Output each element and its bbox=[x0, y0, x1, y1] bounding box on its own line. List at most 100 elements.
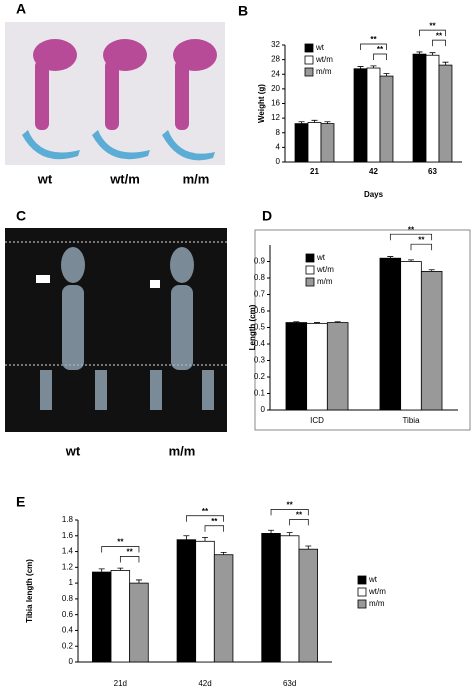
error-bar bbox=[286, 532, 293, 536]
significance-bracket bbox=[289, 519, 309, 526]
legend-label: wt bbox=[316, 253, 326, 262]
y-tick-label: 1.8 bbox=[62, 515, 74, 524]
legend-swatch bbox=[357, 599, 367, 609]
error-bar bbox=[442, 61, 449, 66]
panel-frame bbox=[254, 229, 471, 431]
bar bbox=[326, 322, 349, 411]
y-tick-label: 0 bbox=[261, 405, 266, 414]
y-tick-label: 0.4 bbox=[62, 626, 74, 635]
bar bbox=[353, 68, 368, 163]
error-bar bbox=[370, 65, 377, 69]
error-bar bbox=[305, 545, 312, 550]
error-bar bbox=[324, 121, 331, 124]
bar bbox=[91, 571, 112, 663]
bar bbox=[412, 53, 427, 163]
legend-swatch bbox=[357, 575, 367, 585]
significance-label: ** bbox=[117, 538, 124, 547]
error-bar bbox=[98, 568, 105, 573]
error-bar bbox=[220, 551, 227, 555]
y-tick-label: 24 bbox=[271, 69, 280, 78]
error-bar bbox=[117, 567, 124, 571]
significance-bracket bbox=[186, 515, 224, 522]
bar bbox=[279, 535, 300, 663]
x-tick-label: 21 bbox=[310, 167, 319, 176]
error-bar bbox=[268, 529, 275, 534]
caption: m/m bbox=[183, 171, 210, 186]
skeleton-photo bbox=[5, 22, 225, 165]
bar bbox=[366, 67, 381, 163]
significance-bracket bbox=[373, 53, 387, 61]
y-tick-label: 20 bbox=[271, 84, 280, 93]
y-tick-label: 0.4 bbox=[254, 339, 266, 348]
significance-bracket bbox=[360, 43, 387, 51]
panel-label: D bbox=[262, 208, 272, 224]
y-tick-label: 0.6 bbox=[62, 610, 74, 619]
y-tick-label: 0.6 bbox=[254, 306, 266, 315]
y-axis-label: Length (cm) bbox=[248, 304, 257, 350]
significance-label: ** bbox=[418, 235, 425, 244]
error-bar bbox=[428, 269, 435, 272]
bar bbox=[400, 261, 422, 411]
significance-label: ** bbox=[429, 21, 436, 30]
legend-swatch bbox=[304, 55, 314, 65]
x-tick-label: ICD bbox=[310, 416, 324, 425]
legend-label: wt/m bbox=[315, 55, 333, 64]
significance-bracket bbox=[419, 29, 446, 37]
error-bar bbox=[334, 321, 341, 323]
bar bbox=[298, 548, 319, 663]
error-bar bbox=[387, 256, 394, 259]
bar bbox=[195, 540, 215, 663]
error-bar bbox=[383, 73, 390, 77]
x-tick-label: 63d bbox=[283, 679, 296, 688]
y-tick-label: 0.8 bbox=[62, 594, 74, 603]
significance-label: ** bbox=[377, 45, 384, 54]
x-tick-label: 42d bbox=[198, 679, 211, 688]
legend-label: m/m bbox=[369, 599, 385, 608]
bar bbox=[307, 122, 322, 163]
y-tick-label: 0.2 bbox=[254, 372, 266, 381]
panel-label: E bbox=[16, 494, 25, 510]
y-tick-label: 0.1 bbox=[254, 389, 266, 398]
y-tick-label: 0.2 bbox=[62, 641, 74, 650]
error-bar bbox=[183, 535, 190, 540]
legend-label: wt bbox=[368, 575, 378, 584]
y-tick-label: 28 bbox=[271, 55, 280, 64]
y-tick-label: 1 bbox=[69, 578, 74, 587]
significance-bracket bbox=[119, 556, 140, 563]
legend-swatch bbox=[304, 67, 314, 77]
error-bar bbox=[429, 52, 436, 56]
error-bar bbox=[314, 322, 320, 324]
x-axis-label: Days bbox=[364, 190, 384, 199]
error-bar bbox=[293, 321, 300, 323]
y-tick-label: 1.4 bbox=[62, 547, 74, 556]
legend-label: wt/m bbox=[316, 265, 334, 274]
y-tick-label: 0.3 bbox=[254, 356, 266, 365]
error-bar bbox=[408, 259, 414, 262]
panel-label: A bbox=[16, 1, 26, 17]
legend-swatch bbox=[305, 265, 315, 275]
bar bbox=[306, 322, 328, 411]
caption: m/m bbox=[169, 443, 196, 458]
y-tick-label: 32 bbox=[271, 40, 280, 49]
significance-label: ** bbox=[287, 501, 294, 510]
significance-label: ** bbox=[127, 548, 134, 557]
bar bbox=[420, 270, 443, 411]
bar bbox=[129, 582, 149, 663]
y-tick-label: 0.7 bbox=[254, 290, 266, 299]
error-bar bbox=[357, 66, 364, 69]
x-tick-label: 21d bbox=[114, 679, 127, 688]
bar bbox=[213, 554, 234, 663]
significance-label: ** bbox=[211, 517, 218, 526]
y-tick-label: 12 bbox=[271, 113, 280, 122]
significance-label: ** bbox=[436, 31, 443, 40]
legend-swatch bbox=[357, 587, 367, 597]
y-tick-label: 0 bbox=[276, 157, 281, 166]
y-axis-label: Tibia length (cm) bbox=[25, 559, 34, 623]
significance-bracket bbox=[270, 509, 309, 516]
legend-swatch bbox=[304, 43, 314, 53]
y-tick-label: 1.6 bbox=[62, 531, 74, 540]
caption: wt bbox=[65, 443, 81, 458]
bar bbox=[320, 123, 335, 163]
y-tick-label: 0.5 bbox=[254, 323, 266, 332]
significance-bracket bbox=[204, 525, 224, 532]
